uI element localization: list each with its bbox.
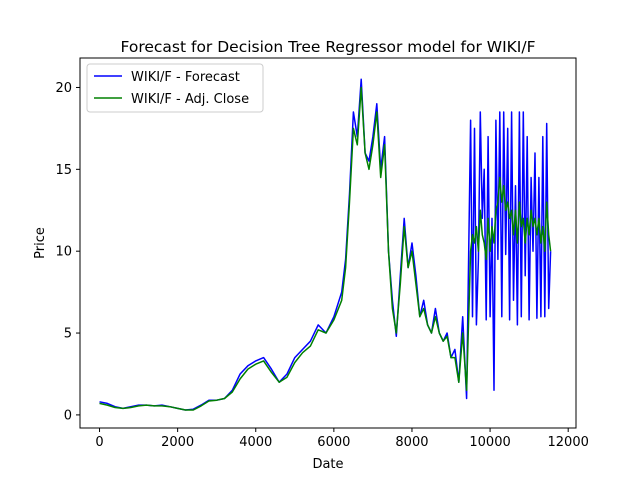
x-tick-label: 2000	[161, 435, 194, 450]
x-tick-label: 0	[95, 435, 103, 450]
x-axis-ticks: 0 2000 4000 6000 8000 10000 12000	[95, 428, 589, 450]
series-group	[99, 78, 552, 411]
y-axis-ticks: 0 5 10 15 20	[55, 81, 80, 423]
x-tick-label: 12000	[548, 435, 589, 450]
legend-box	[86, 63, 264, 113]
legend-label-adj-close: WIKI/F - Adj. Close	[131, 92, 249, 107]
y-tick-label: 15	[55, 163, 72, 178]
x-tick-label: 4000	[239, 435, 272, 450]
x-axis-label: Date	[312, 457, 343, 472]
y-tick-label: 0	[64, 408, 72, 423]
plot-area	[79, 57, 577, 429]
x-tick-label: 10000	[469, 435, 510, 450]
legend: WIKI/F - Forecast WIKI/F - Adj. Close	[86, 63, 264, 113]
axes-frame	[79, 57, 577, 429]
series-line-adj-close	[99, 86, 552, 411]
y-axis-label: Price	[33, 227, 48, 259]
x-tick-label: 8000	[395, 435, 428, 450]
y-tick-label: 5	[64, 327, 72, 342]
x-tick-label: 6000	[317, 435, 350, 450]
legend-label-forecast: WIKI/F - Forecast	[131, 70, 240, 85]
chart-title: Forecast for Decision Tree Regressor mod…	[120, 38, 535, 56]
series-line-forecast	[99, 78, 552, 411]
y-tick-label: 20	[55, 81, 72, 96]
y-tick-label: 10	[55, 245, 72, 260]
